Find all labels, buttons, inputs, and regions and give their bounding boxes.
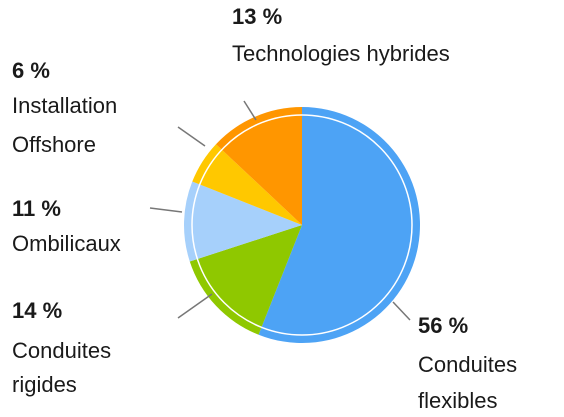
value-label: 13 % — [232, 4, 282, 29]
leader-line — [177, 293, 213, 319]
category-label: Conduites rigides — [12, 338, 111, 397]
label-line: Installation — [12, 93, 117, 118]
category-label: Installation Offshore — [12, 93, 117, 157]
label-line: flexibles — [418, 388, 497, 413]
pie-slice — [258, 107, 421, 343]
label-line: Offshore — [12, 132, 96, 157]
inner-ring — [191, 114, 413, 336]
pie-slice — [189, 225, 302, 335]
leader-line — [149, 207, 183, 213]
label-line: Ombilicaux — [12, 231, 121, 256]
category-label: Technologies hybrides — [232, 41, 450, 66]
value-label: 14 % — [12, 298, 62, 323]
label-line: rigides — [12, 372, 77, 397]
category-label: Conduites flexibles — [418, 352, 517, 413]
label-line: Conduites — [418, 352, 517, 377]
leader-line — [243, 100, 257, 121]
category-label: Ombilicaux — [12, 231, 121, 256]
label-line: Conduites — [12, 338, 111, 363]
label-line: Technologies hybrides — [232, 41, 450, 66]
value-label: 11 % — [12, 196, 61, 221]
leader-line — [177, 126, 206, 147]
leader-line — [392, 301, 411, 321]
value-label: 6 % — [12, 58, 50, 83]
pie-slice — [184, 181, 302, 262]
value-label: 56 % — [418, 313, 468, 338]
pie-slice — [192, 144, 302, 225]
